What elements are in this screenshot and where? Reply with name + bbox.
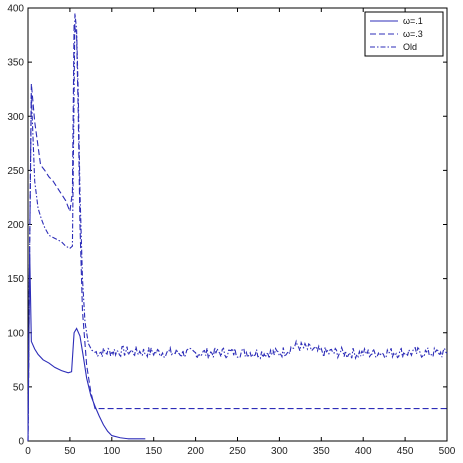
x-tick-label: 500 xyxy=(439,446,456,457)
y-tick-label: 300 xyxy=(7,112,24,123)
legend-label-0: ω=.1 xyxy=(403,16,423,26)
x-tick-label: 350 xyxy=(313,446,330,457)
axes-frame xyxy=(27,7,448,442)
y-tick-label: 150 xyxy=(7,274,24,285)
legend-box xyxy=(364,11,444,57)
x-tick-label: 250 xyxy=(229,446,246,457)
plot-area: 0 50 100 150 200 250 300 350 400 450 500 0 50 100 150 2… xyxy=(7,4,455,458)
y-tick-label: 400 xyxy=(7,4,24,15)
y-tick-label: 250 xyxy=(7,166,24,177)
y-tick-label: 50 xyxy=(13,382,25,393)
y-tick-label: 0 xyxy=(18,437,24,448)
x-tick-label: 150 xyxy=(145,446,162,457)
y-tick-label: 200 xyxy=(7,220,24,231)
series-line-1 xyxy=(27,24,447,442)
x-tick-label: 400 xyxy=(355,446,372,457)
legend-label-2: Old xyxy=(403,42,417,52)
y-tick-label: 350 xyxy=(7,58,24,69)
x-tick-label: 300 xyxy=(271,446,288,457)
series-line-0 xyxy=(27,251,146,442)
series-line-2 xyxy=(27,13,448,442)
legend-label-1: ω=.3 xyxy=(403,29,423,39)
x-tick-label: 450 xyxy=(397,446,414,457)
y-tick-label: 100 xyxy=(7,328,24,339)
x-tick-label: 50 xyxy=(64,446,76,457)
x-tick-label: 200 xyxy=(187,446,204,457)
x-tick-label: 0 xyxy=(25,446,31,457)
legend: ω=.1 ω=.3 Old xyxy=(364,11,444,57)
x-tick-label: 100 xyxy=(103,446,120,457)
